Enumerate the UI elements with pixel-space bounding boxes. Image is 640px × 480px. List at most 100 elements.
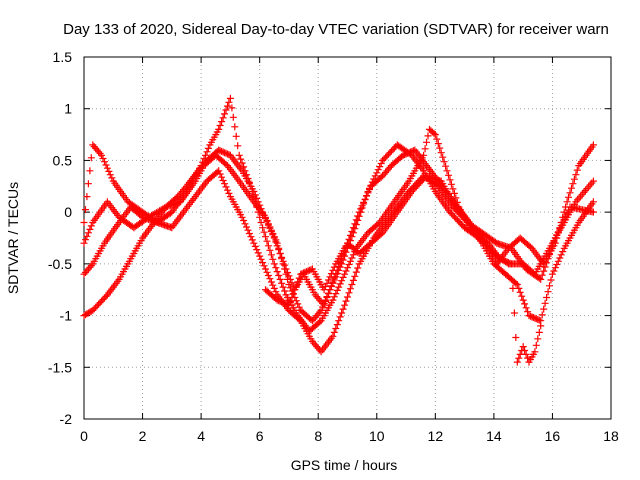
data-point-run (355, 186, 373, 216)
data-point-run (103, 277, 122, 299)
y-tick-label: 1.5 (53, 49, 73, 65)
data-point-run (259, 208, 277, 239)
data-point-run (238, 213, 256, 244)
data-point-run (472, 229, 491, 246)
data-point-run (80, 154, 95, 226)
data-point-run (519, 343, 532, 362)
data-point-run (80, 262, 95, 278)
data-point-run (379, 210, 400, 237)
data-point-run (364, 220, 382, 237)
data-point-run (367, 230, 385, 247)
x-tick-label: 12 (428, 428, 444, 444)
axis-ticks: 0 2 4 6 8 10 12 14 16 18 -2 -1.5 -1 -0.5 0 0.5 1 1.5 (48, 49, 619, 444)
grid (84, 57, 611, 419)
data-point-run (551, 203, 570, 247)
x-tick-label: 0 (80, 428, 88, 444)
x-tick-label: 10 (369, 428, 385, 444)
data-point-run (259, 224, 277, 263)
series-track-5 (262, 172, 545, 366)
data-point-run (311, 291, 327, 307)
data-point-run (174, 184, 189, 201)
data-point-run (124, 198, 145, 215)
data-point-run (270, 234, 289, 269)
data-point-run (80, 307, 95, 320)
data-point-run (101, 221, 122, 247)
y-tick-label: -0.5 (48, 256, 72, 272)
data-point-run (449, 198, 467, 219)
data-point-run (537, 276, 555, 325)
data-point-run (575, 143, 596, 170)
data-point-run (513, 281, 532, 316)
data-point-run (297, 266, 315, 278)
data-point-run (320, 263, 338, 294)
x-tick-label: 2 (139, 428, 147, 444)
y-tick-label: -1 (60, 308, 73, 324)
y-axis-label: SDTVAR / TECUs (5, 182, 21, 294)
data-point-run (387, 153, 406, 170)
data-point-run (262, 286, 280, 303)
data-point-run (168, 210, 186, 232)
data-point-run (408, 174, 429, 195)
plot-frame (83, 56, 612, 420)
data-point-run (153, 209, 174, 226)
y-tick-label: -2 (60, 411, 73, 427)
data-point-run (496, 255, 514, 267)
data-point-run (390, 179, 411, 206)
data-point-run (355, 241, 373, 257)
data-point-run (203, 147, 221, 164)
data-point-run (235, 151, 253, 186)
data-point-run (89, 242, 107, 268)
data-point-run (89, 141, 104, 157)
data-point-run (226, 151, 245, 173)
data-point-run (103, 198, 122, 219)
x-tick-label: 8 (314, 428, 322, 444)
data-point-run (367, 173, 385, 190)
data-point-run (294, 312, 312, 333)
x-tick-label: 6 (256, 428, 264, 444)
series-track-4 (80, 94, 597, 335)
data-point-run (226, 193, 245, 219)
data-point-run (405, 154, 426, 185)
data-point (589, 198, 597, 206)
y-tick-label: 1 (64, 101, 72, 117)
data-point-run (168, 190, 189, 216)
data-point-run (548, 248, 567, 278)
data-point-run (191, 179, 209, 201)
data-point-run (98, 151, 116, 182)
data-point-run (139, 208, 160, 225)
data-point-run (437, 177, 455, 203)
data-point-run (247, 182, 265, 226)
data-point-run (89, 200, 110, 226)
data-point-run (516, 234, 534, 251)
data-point-run (490, 260, 508, 277)
data-point-run (478, 229, 499, 246)
data-point-run (329, 273, 347, 304)
data-point-run (317, 334, 335, 356)
data-point-run (379, 143, 400, 164)
data-point-run (502, 270, 520, 287)
data-point-run (379, 163, 394, 180)
y-tick-label: 0.5 (53, 152, 73, 168)
data-point-run (332, 242, 350, 268)
data-point-run (115, 257, 133, 283)
data-point-run (183, 164, 204, 195)
data-point-run (423, 172, 444, 185)
data-point-run (563, 166, 581, 206)
data-point (589, 141, 597, 149)
x-tick-label: 4 (197, 428, 205, 444)
data-point-run (270, 260, 289, 295)
data-point-run (341, 264, 362, 309)
data-point-run (540, 242, 558, 268)
data-point-run (522, 265, 543, 282)
data-point-run (434, 182, 455, 209)
y-tick-label: 0 (64, 204, 72, 220)
data-point-run (531, 328, 543, 356)
data-marks (80, 94, 597, 366)
data-point-run (305, 318, 324, 335)
data-point-run (203, 168, 221, 185)
chart-title: Day 133 of 2020, Sidereal Day-to-day VTE… (63, 21, 609, 38)
data-point-run (226, 94, 242, 150)
data-point-run (446, 208, 467, 230)
data-point-run (221, 98, 233, 118)
